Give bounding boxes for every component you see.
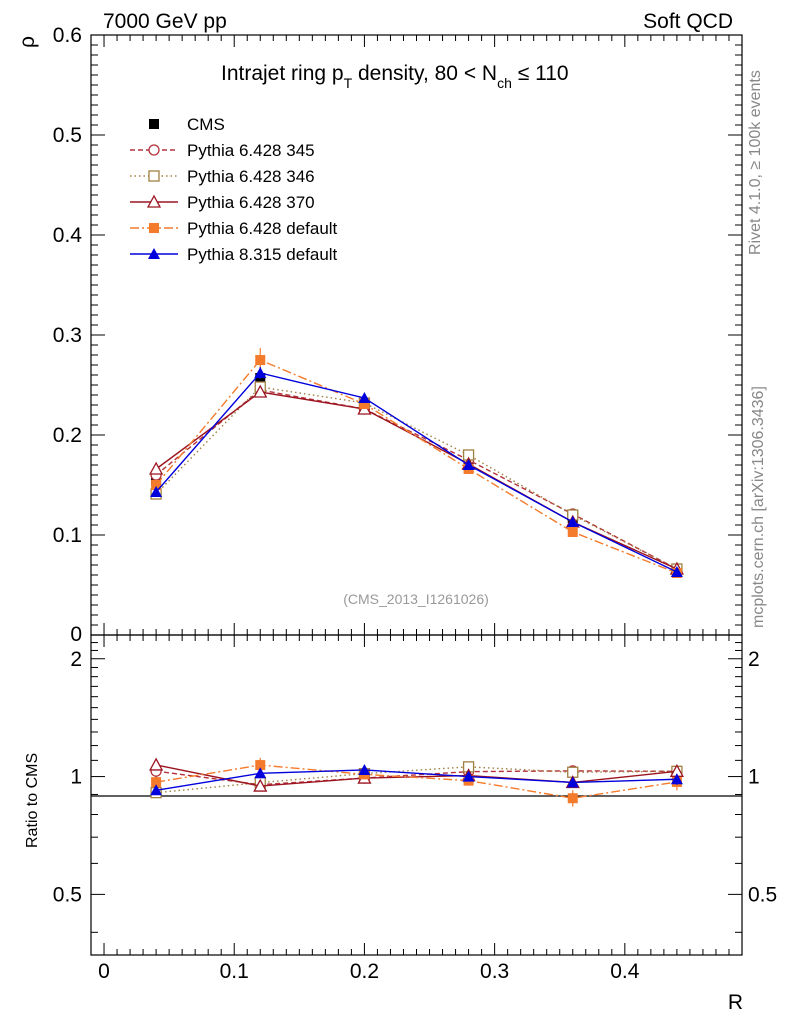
data-point	[151, 480, 162, 490]
series-line	[155, 372, 678, 573]
ratio-data-point	[462, 770, 475, 782]
legend-marker	[148, 248, 160, 259]
legend-marker	[148, 144, 160, 156]
legend-item: Pythia 6.428 default	[130, 219, 338, 238]
ratio-data-point	[670, 773, 683, 785]
header-left: 7000 GeV pp	[103, 10, 227, 33]
series-pythia-8-315-default	[150, 367, 683, 577]
ratio-series-line	[155, 764, 678, 799]
data-point	[359, 399, 370, 409]
ratio-data-point	[566, 776, 579, 788]
ratio-series-pythia-6-428-370	[149, 757, 684, 792]
ratio-y-axis-label: Ratio to CMS	[24, 753, 41, 848]
x-tick-label: 0.1	[220, 960, 249, 983]
side-text-top: Rivet 4.1.0, ≥ 100k events	[747, 70, 764, 255]
data-point	[149, 461, 164, 475]
legend-marker	[149, 119, 159, 129]
legend-item: CMS	[149, 115, 225, 134]
y-tick-label: 0.5	[53, 124, 82, 147]
data-point	[150, 486, 163, 497]
y-tick-label: 0.2	[53, 424, 82, 447]
x-tick-label: 0.3	[480, 960, 509, 983]
ratio-data-point	[254, 767, 267, 779]
chart-title: Intrajet ring pT density, 80 < Nch ≤ 110	[221, 62, 569, 91]
ratio-y-tick-label-right: 1	[748, 766, 760, 789]
x-tick-label: 0.4	[610, 960, 640, 983]
series-cms	[151, 372, 682, 576]
series-pythia-6-428-370	[149, 384, 684, 575]
x-tick-label: 0.2	[350, 960, 379, 983]
legend-label: Pythia 6.428 370	[187, 193, 315, 212]
data-point	[567, 527, 578, 537]
y-axis-label: ρ	[16, 36, 39, 48]
legend-item: Pythia 6.428 345	[130, 141, 315, 160]
ratio-plot-frame	[90, 634, 743, 956]
legend-label: Pythia 6.428 346	[187, 167, 315, 186]
legend-marker	[146, 194, 162, 208]
ratio-series-line	[156, 766, 677, 794]
legend-marker	[148, 170, 160, 182]
series-pythia-6-428-default	[151, 348, 682, 578]
legend-item: Pythia 8.315 default	[130, 245, 338, 264]
analysis-watermark: (CMS_2013_I1261026)	[343, 591, 489, 607]
legend-label: Pythia 6.428 default	[187, 219, 338, 238]
ratio-y-tick-label-left: 2	[70, 648, 82, 671]
ratio-y-tick-label-right: 2	[748, 648, 760, 671]
legend-label: Pythia 8.315 default	[187, 245, 338, 264]
ratio-data-point	[567, 793, 578, 804]
ratio-series-line	[155, 764, 677, 787]
ratio-data-point	[253, 778, 268, 792]
axis-tick-labels: 0 0.1 0.2 0.3 0.4 0 0.1 0.2 0.3 0.4 0.5 0.6 0.5 0.5 1 1…	[53, 24, 777, 983]
ratio-y-tick-label-right: 0.5	[748, 883, 777, 906]
series-pythia-6-428-346	[150, 381, 683, 575]
y-tick-label: 0.4	[53, 224, 83, 247]
ratio-series-pythia-8-315-default	[150, 763, 683, 796]
legend-item: Pythia 6.428 346	[130, 167, 315, 186]
ratio-data-point	[149, 757, 164, 771]
y-tick-label: 0	[70, 623, 82, 646]
side-text-bottom: mcplots.cern.ch [arXiv:1306.3436]	[750, 386, 767, 628]
data-point	[253, 384, 268, 398]
series-group	[149, 348, 684, 578]
legend-item: Pythia 6.428 370	[130, 193, 315, 212]
ratio-series-line	[156, 770, 677, 786]
header-right: Soft QCD	[643, 10, 733, 33]
x-axis-label: R	[728, 991, 743, 1014]
data-point	[566, 516, 579, 527]
ratio-data-point	[151, 777, 162, 788]
legend: CMS Pythia 6.428 345 Pythia 6.428 346 Pythi…	[130, 115, 338, 264]
ratio-y-tick-label-left: 0.5	[53, 883, 82, 906]
ratio-series-line	[155, 769, 677, 791]
ratio-series-group	[149, 757, 684, 807]
ratio-data-point	[255, 760, 266, 771]
data-point	[254, 367, 267, 378]
y-tick-label: 0.3	[53, 324, 82, 347]
axis-ticks	[91, 34, 742, 955]
legend-label: CMS	[187, 115, 225, 134]
x-tick-label: 0	[98, 960, 110, 983]
data-point	[462, 459, 475, 470]
data-point	[255, 355, 266, 365]
series-line	[155, 359, 678, 574]
data-point	[358, 392, 371, 403]
ratio-y-tick-label-left: 1	[70, 766, 82, 789]
ratio-data-point	[150, 784, 163, 796]
ratio-data-point	[358, 763, 371, 775]
legend-marker	[149, 223, 159, 233]
legend-label: Pythia 6.428 345	[187, 141, 315, 160]
y-tick-label: 0.1	[53, 524, 82, 547]
data-point	[670, 566, 683, 577]
y-tick-label: 0.6	[53, 24, 82, 47]
